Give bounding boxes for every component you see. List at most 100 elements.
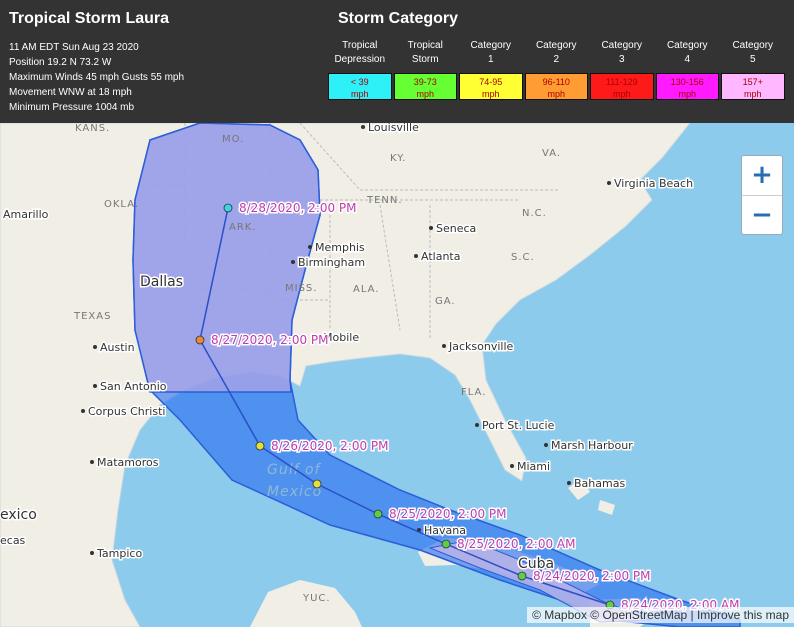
land [568,478,590,500]
track-point [195,335,205,345]
track-point [223,203,233,213]
track-label: 8/27/2020, 2:00 PM [211,333,329,347]
legend-name: Tropical Depression [327,39,393,73]
legend-name-line: Category [535,40,577,51]
city-dot [475,423,479,427]
detail-line: Position 19.2 N 73.2 W [9,57,112,68]
city-dot [429,226,433,230]
storm-details: 11 AM EDT Sun Aug 23 2020 Position 19.2 N… [9,40,184,115]
region-label: VA. [542,148,561,159]
legend-name: Tropical Storm [393,39,459,73]
city-dot [291,260,295,264]
city-dot [510,464,514,468]
track-line [199,207,611,606]
region-label: N.C. [522,208,547,219]
legend-name: Category 5 [720,39,786,73]
region-label: MO. [222,134,244,145]
legend-name-line: 4 [684,54,691,65]
legend-swatch: 96-110 mph [524,73,588,100]
legend-range-line: < 39 [350,77,369,87]
city-label: Matamoros [97,456,159,469]
legend-name: Category 4 [655,39,721,73]
legend-item: Tropical Storm 39-73 mph [393,39,459,100]
city-label: Cuba [518,556,554,572]
land [598,500,615,515]
city-label: Port St. Lucie [482,419,555,432]
water-label: Gulf of [267,462,322,478]
city-label: ecas [0,534,26,547]
legend-name-line: 1 [487,54,494,65]
city-label: San Antonio [100,380,167,393]
region-label: ALA. [353,284,380,295]
detail-line: Movement WNW at 18 mph [9,87,132,98]
city-label: Virginia Beach [614,177,693,190]
legend-item: Category 4 130-156 mph [655,39,721,100]
legend-name-line: 5 [749,54,756,65]
city-dot [93,384,97,388]
region-label: TENN. [366,195,403,206]
legend-swatch: 157+ mph [721,73,785,100]
legend-name-line: Storm [411,54,439,65]
place-labels: KANS. MO. Louisville KY. VA. Virginia Beach OK… [0,120,695,605]
legend-name-line: Tropical [407,40,443,51]
region-label: KY. [390,153,406,164]
region-label: S.C. [511,252,535,263]
zoom-in-button[interactable]: + [742,156,782,196]
land [250,580,362,627]
legend-swatch: < 39 mph [328,73,392,100]
city-label: Marsh Harbour [551,439,633,452]
track-point [373,509,383,519]
city-label: Miami [517,460,550,473]
legend-swatch: 111-129 mph [590,73,654,100]
city-dot [442,344,446,348]
legend-name: Category 1 [458,39,524,73]
attribution[interactable]: © Mapbox © OpenStreetMap | Improve this … [527,607,794,623]
city-label: Seneca [436,222,476,235]
legend-item: Category 5 157+ mph [720,39,786,100]
region-label: YUC. [302,593,331,604]
city-label: Tampico [96,547,142,560]
city-dot [93,345,97,349]
legend-range-line: mph [350,89,369,99]
legend-range-line: mph [612,89,631,99]
track-label: 8/25/2020, 2:00 AM [457,537,575,551]
water-label: Mexico [267,484,322,500]
region-label: TEXAS [73,311,111,322]
city-dot [414,254,418,258]
legend-range-line: mph [416,89,434,99]
legend-range-line: 111-129 [605,77,638,87]
storm-track: 8/28/2020, 2:00 PM 8/27/2020, 2:00 PM 8/26… [195,200,741,614]
city-label: Atlanta [421,250,460,263]
city-label: exico [0,507,37,523]
legend-name-line: Category [732,40,774,51]
city-dot [90,460,94,464]
legend-name-line: Depression [334,54,386,65]
city-label: Memphis [315,241,365,254]
legend-name-line: Tropical [342,40,378,51]
track-label: 8/28/2020, 2:00 PM [239,201,357,215]
region-label: MISS. [285,283,317,294]
legend-title: Storm Category [338,10,459,27]
detail-line: Maximum Winds 45 mph Gusts 55 mph [9,72,185,83]
legend-name-line: Category [470,40,512,51]
legend-name: Category 3 [589,39,655,73]
track-point [312,479,322,489]
track-point [441,539,451,549]
legend-swatch: 39-73 mph [393,73,457,100]
zoom-out-button[interactable]: − [751,200,773,230]
legend-name-line: Category [666,40,708,51]
legend-name-line: Category [601,40,643,51]
city-label: Corpus Christi [88,405,165,418]
track-label: 8/24/2020, 2:00 PM [533,569,651,583]
track-label: 8/26/2020, 2:00 PM [271,439,389,453]
legend-item: Category 2 96-110 mph [524,39,590,100]
city-dot [308,245,312,249]
city-label: Louisville [368,121,419,134]
region-label: ARK. [229,222,257,233]
city-dot [567,481,571,485]
city-label: Mobile [323,331,359,344]
legend-range-line: mph [481,89,500,99]
city-dot [90,551,94,555]
legend-name-line: 2 [553,54,560,65]
legend: Tropical Depression < 39 mph Tropical Storm 39… [327,39,786,100]
